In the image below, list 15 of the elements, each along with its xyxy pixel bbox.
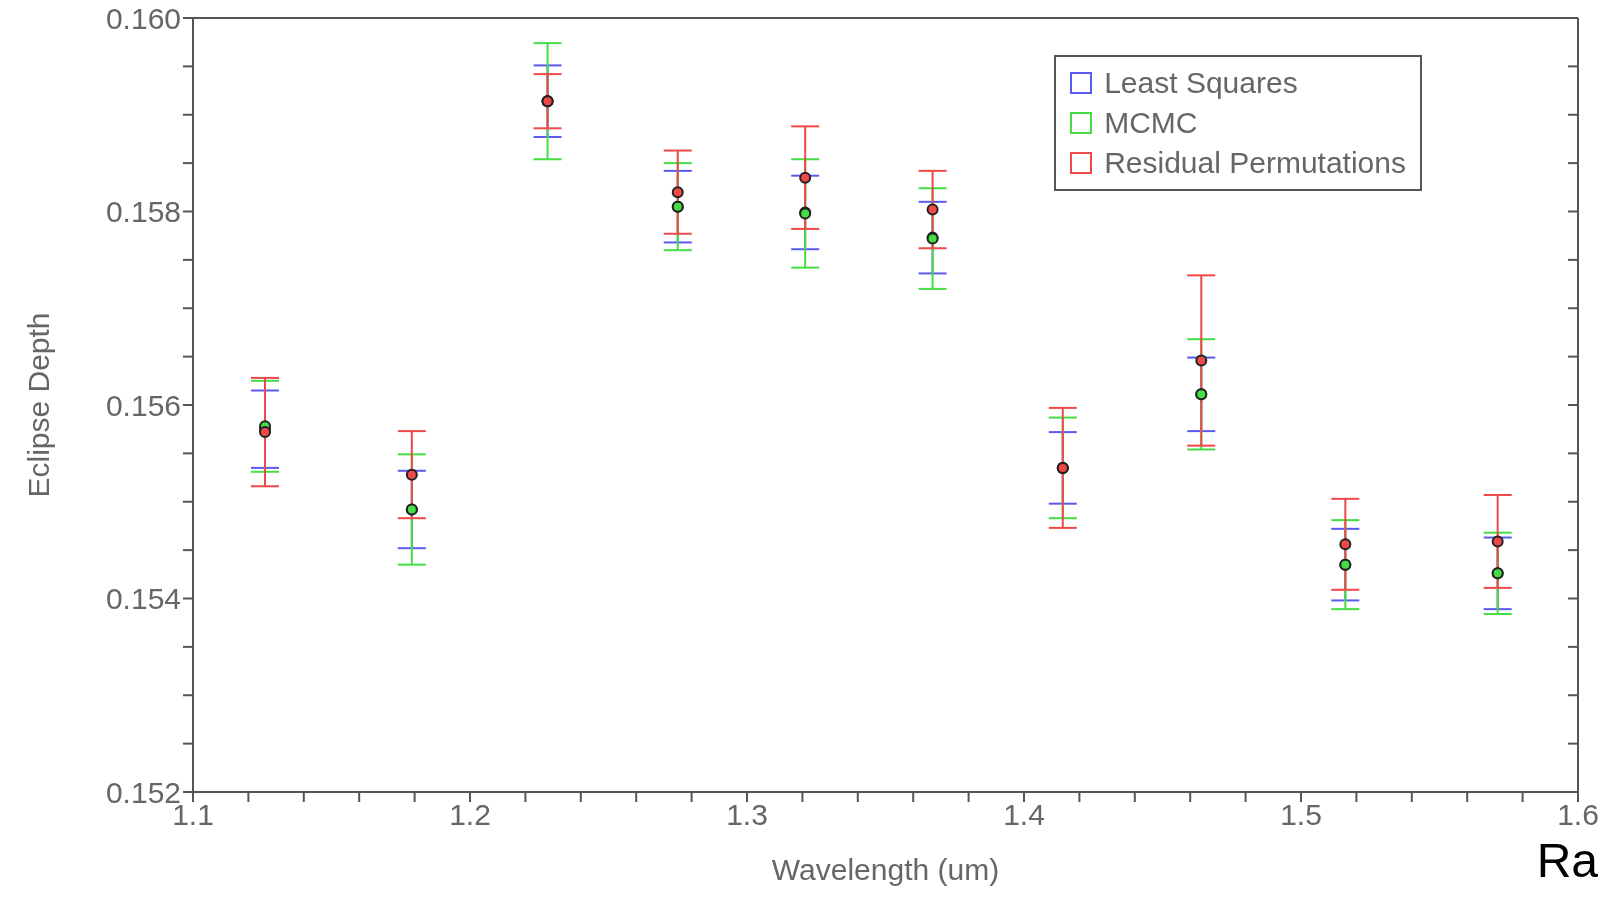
text: Ra <box>1536 833 1598 888</box>
x-tick-label: 1.4 <box>1003 798 1045 832</box>
legend-label: MCMC <box>1104 106 1198 140</box>
y-axis-title: Eclipse Depth <box>21 312 55 498</box>
y-tick-label: 0.160 <box>105 1 181 35</box>
x-axis-title: Wavelength (um) <box>771 853 1000 886</box>
y-tick-label: 0.156 <box>105 388 181 422</box>
legend-label: Least Squares <box>1104 66 1298 100</box>
x-tick-label: 1.2 <box>449 798 491 832</box>
y-tick-label: 0.158 <box>105 195 181 229</box>
x-tick-label: 1.3 <box>726 798 768 832</box>
x-tick-label: 1.6 <box>1557 798 1599 832</box>
y-tick-label: 0.154 <box>105 582 181 616</box>
legend-label: Residual Permutations <box>1104 146 1406 180</box>
x-tick-label: 1.5 <box>1280 798 1322 832</box>
